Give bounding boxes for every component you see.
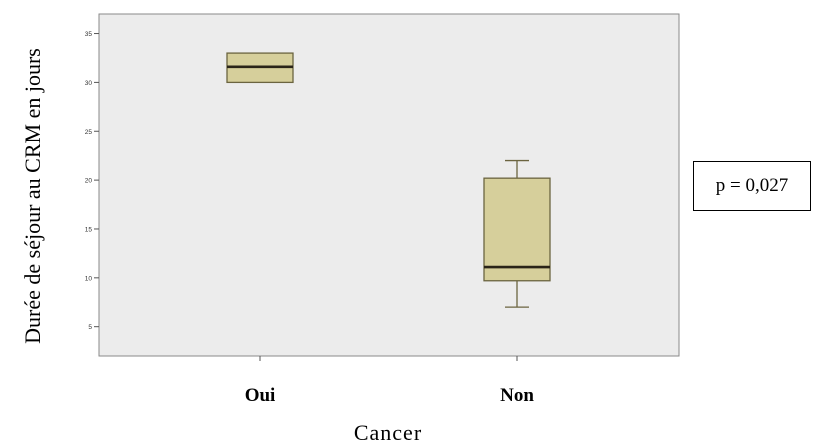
- x-axis-label: Cancer: [353, 420, 423, 445]
- y-tick-label: 20: [85, 178, 93, 185]
- y-tick-label: 15: [85, 226, 93, 233]
- p-value-annotation: p = 0,027: [693, 161, 811, 211]
- x-tick-label-non: Non: [500, 385, 534, 406]
- plot-area: [98, 13, 680, 357]
- y-tick-label: 35: [85, 31, 93, 38]
- y-tick-label: 5: [88, 324, 92, 331]
- x-axis: Oui Non: [245, 356, 534, 406]
- y-tick-label: 30: [85, 80, 93, 87]
- y-tick-label: 10: [85, 275, 93, 282]
- boxes-layer: [226, 52, 551, 308]
- box-non: [483, 159, 551, 308]
- x-tick-label-oui: Oui: [245, 385, 276, 406]
- box-iqr: [483, 177, 551, 282]
- box-oui: [226, 52, 294, 84]
- y-tick-label: 25: [85, 129, 93, 136]
- y-axis-label: Durée de séjour au CRM en jours: [20, 48, 45, 344]
- y-axis: 5 10 15 20 25 30 35: [85, 31, 99, 331]
